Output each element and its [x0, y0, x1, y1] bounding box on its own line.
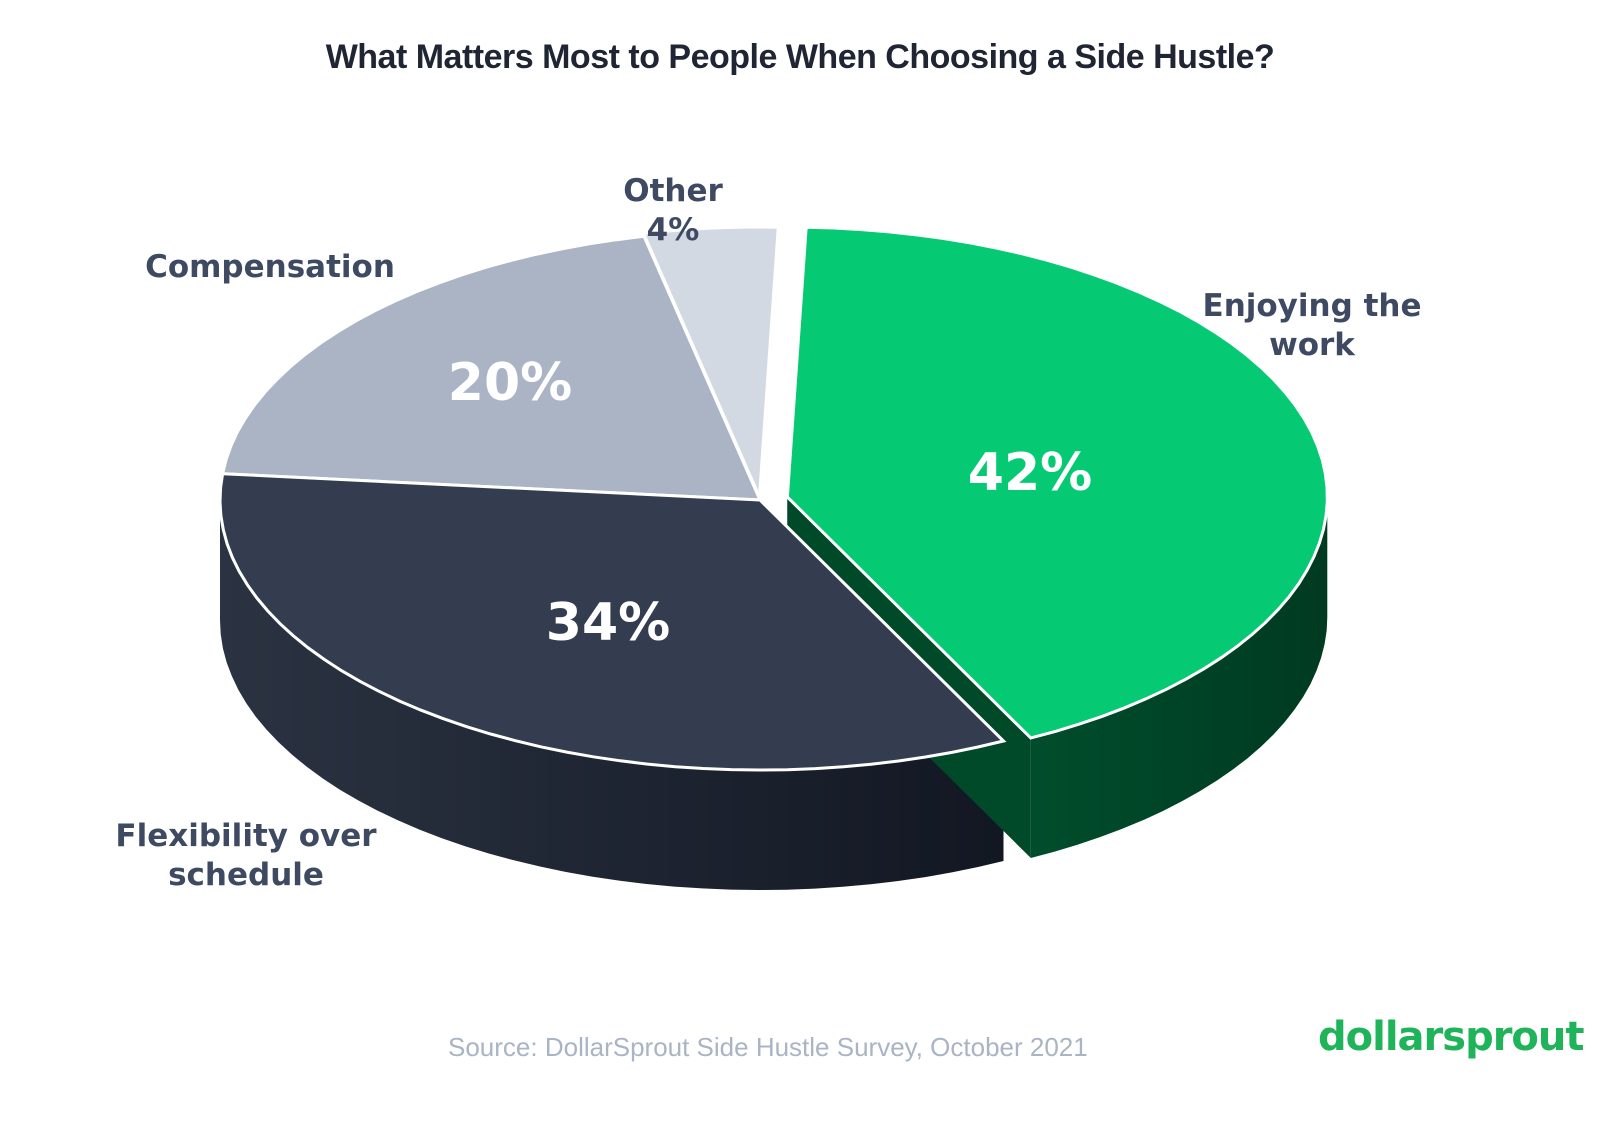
slice-enjoying-the-work: [785, 225, 1329, 740]
category-label: Enjoying the work: [1203, 288, 1422, 363]
category-label: Compensation: [145, 249, 395, 285]
category-label: Flexibility over schedule: [115, 818, 377, 893]
slice-side-flexibility-over-schedule: [220, 500, 1004, 890]
value-label: 42%: [968, 443, 1092, 503]
chart-title: What Matters Most to People When Choosin…: [325, 38, 1275, 76]
category-label: Other 4%: [623, 173, 723, 248]
value-label: 20%: [448, 353, 572, 413]
source-note: Source: DollarSprout Side Hustle Survey,…: [448, 1032, 1088, 1062]
slice-side-enjoying-the-work: [1030, 497, 1328, 858]
slice-compensation: [220, 234, 763, 502]
slice-flexibility-over-schedule: [218, 472, 1007, 772]
slice-other: [641, 225, 780, 498]
value-label: 34%: [546, 593, 670, 653]
brand-logo: dollarsprout: [1318, 1014, 1584, 1060]
